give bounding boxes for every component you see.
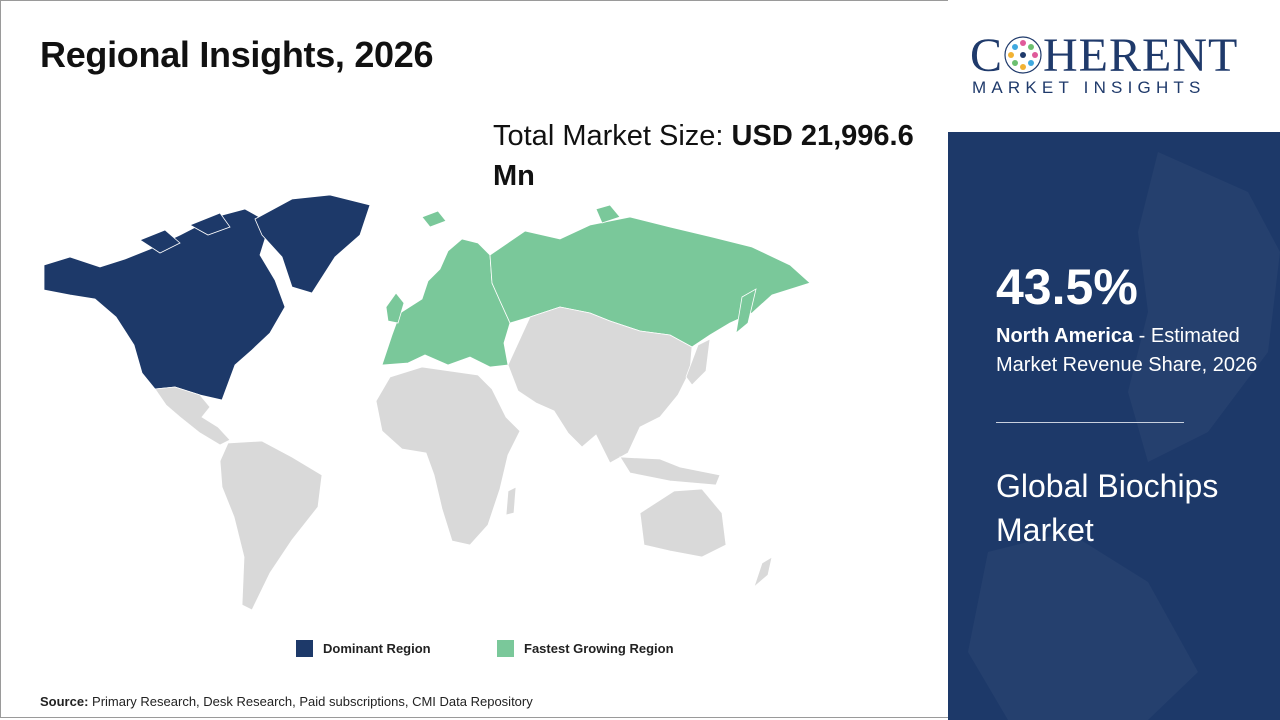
- world-map: [43, 195, 811, 611]
- logo-tagline: MARKET INSIGHTS: [972, 78, 1206, 97]
- map-region-new-zealand: [753, 556, 773, 589]
- revenue-share-description: North America - Estimated Market Revenue…: [996, 322, 1266, 380]
- source-note: Source: Primary Research, Desk Research,…: [40, 694, 533, 709]
- map-region-kamchatka: [735, 288, 757, 334]
- map-region-australia: [639, 488, 727, 558]
- source-label: Source:: [40, 694, 89, 709]
- dominant-region-name: North America: [996, 325, 1134, 347]
- map-region-indonesia: [619, 456, 721, 486]
- logo-dots-icon: [1004, 36, 1042, 74]
- map-region-canada-islands: [139, 212, 231, 254]
- total-market-size: Total Market Size: USD 21,996.6 Mn: [493, 116, 943, 196]
- map-region-south-america: [219, 440, 323, 611]
- market-size-label: Total Market Size:: [493, 120, 724, 152]
- map-region-novaya-zemlya: [595, 204, 621, 224]
- panel-background-map-art: [968, 152, 1280, 720]
- source-text: Primary Research, Desk Research, Paid su…: [92, 694, 533, 709]
- revenue-share-caption: - Estimated Market Revenue Share, 2026: [996, 325, 1258, 376]
- legend-fastest: Fastest Growing Region: [497, 640, 674, 658]
- legend-fastest-swatch: [497, 640, 514, 658]
- page-title: Regional Insights, 2026: [40, 34, 434, 75]
- map-region-greenland: [254, 195, 371, 294]
- logo-letters-herent: HERENT: [1043, 29, 1239, 82]
- map-region-uk-ireland: [385, 292, 405, 324]
- highlight-panel: 43.5% North America - Estimated Market R…: [948, 132, 1280, 720]
- map-region-central-america: [154, 386, 231, 446]
- legend-dominant: Dominant Region: [296, 640, 431, 658]
- map-region-asia: [507, 306, 693, 464]
- legend-fastest-label: Fastest Growing Region: [524, 641, 674, 657]
- market-size-value: USD 21,996.6 Mn: [493, 120, 914, 192]
- revenue-share-value: 43.5%: [996, 259, 1138, 315]
- legend-dominant-label: Dominant Region: [323, 641, 431, 657]
- logo-letter-c: C: [970, 29, 1004, 82]
- brand-logo: C HERENT MARKET INSIGHTS: [948, 0, 1280, 132]
- map-region-iceland: [421, 210, 447, 228]
- legend-dominant-swatch: [296, 640, 313, 658]
- map-region-africa: [375, 366, 521, 546]
- market-name: Global Biochips Market: [996, 468, 1219, 548]
- map-region-madagascar: [505, 486, 517, 516]
- map-region-japan: [685, 338, 711, 386]
- panel-divider: [996, 422, 1184, 423]
- content-frame: [0, 0, 948, 718]
- logo-wordmark: C HERENT: [970, 28, 1238, 83]
